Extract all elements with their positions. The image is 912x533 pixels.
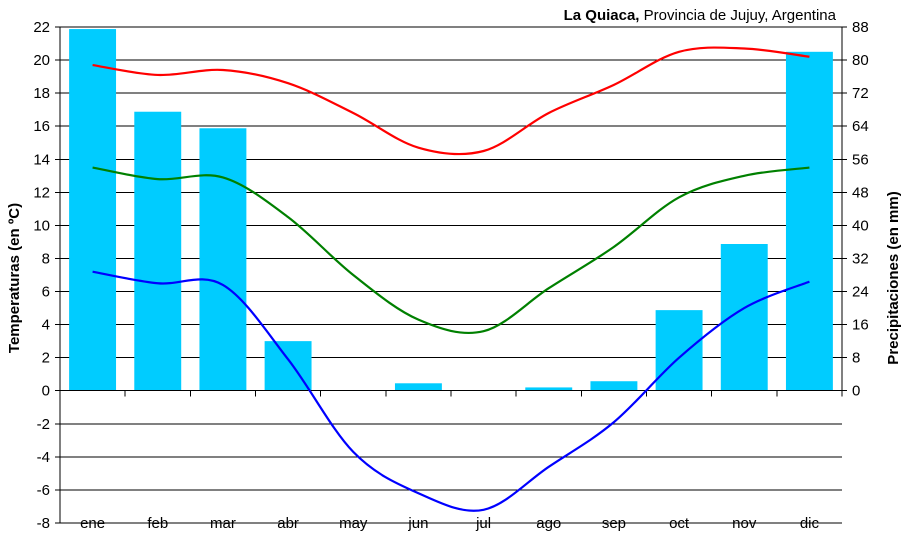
precip-bar-dic bbox=[785, 51, 833, 391]
precip-bar-ene bbox=[69, 29, 117, 391]
tick-labels: 2220181614121086420-2-4-6-88880726456484… bbox=[33, 19, 868, 532]
right-tick-label: 0 bbox=[852, 383, 860, 400]
category-label-feb: feb bbox=[147, 515, 168, 532]
category-label-nov: nov bbox=[732, 515, 757, 532]
precip-bar-jun bbox=[394, 383, 442, 391]
temp-line-min bbox=[92, 270, 810, 512]
category-label-sep: sep bbox=[602, 515, 626, 532]
temperature-lines bbox=[92, 46, 810, 512]
left-tick-label: -4 bbox=[37, 449, 50, 466]
right-tick-label: 56 bbox=[852, 151, 869, 168]
left-axis-title: Temperaturas (en ºC) bbox=[6, 203, 23, 353]
temp-line-max bbox=[92, 46, 810, 156]
left-tick-label: -6 bbox=[37, 482, 50, 499]
right-tick-label: 24 bbox=[852, 284, 869, 301]
left-tick-label: 22 bbox=[33, 19, 50, 36]
category-label-ago: ago bbox=[536, 515, 561, 532]
left-tick-label: 0 bbox=[42, 383, 50, 400]
precip-bar-ago bbox=[525, 387, 573, 391]
right-tick-label: 40 bbox=[852, 217, 869, 234]
left-tick-label: 8 bbox=[42, 250, 50, 267]
right-tick-label: 64 bbox=[852, 118, 869, 135]
right-tick-label: 8 bbox=[852, 350, 860, 367]
right-tick-label: 80 bbox=[852, 52, 869, 69]
right-tick-label: 88 bbox=[852, 19, 869, 36]
precip-bar-oct bbox=[655, 310, 703, 391]
category-label-dic: dic bbox=[800, 515, 820, 532]
left-tick-label: 10 bbox=[33, 217, 50, 234]
left-tick-label: 6 bbox=[42, 284, 50, 301]
right-tick-label: 32 bbox=[852, 250, 869, 267]
right-tick-label: 48 bbox=[852, 184, 869, 201]
category-label-abr: abr bbox=[277, 515, 299, 532]
precip-bar-sep bbox=[590, 381, 638, 391]
precipitation-bars bbox=[69, 29, 833, 391]
left-tick-label: 14 bbox=[33, 151, 50, 168]
right-tick-label: 72 bbox=[852, 85, 869, 102]
chart-title-region: Provincia de Jujuy, Argentina bbox=[639, 7, 836, 24]
temp-line-mean bbox=[92, 166, 810, 335]
category-label-jun: jun bbox=[407, 515, 428, 532]
chart-title-location: La Quiaca, bbox=[564, 7, 640, 24]
left-tick-label: 16 bbox=[33, 118, 50, 135]
left-tick-label: 2 bbox=[42, 350, 50, 367]
left-tick-label: 4 bbox=[42, 317, 50, 334]
category-label-jul: jul bbox=[475, 515, 491, 532]
right-axis-title: Precipitaciones (en mm) bbox=[885, 191, 902, 364]
precip-bar-feb bbox=[134, 111, 182, 391]
left-tick-label: 20 bbox=[33, 52, 50, 69]
axes bbox=[55, 26, 847, 524]
left-tick-label: -8 bbox=[37, 515, 50, 532]
left-tick-label: 18 bbox=[33, 85, 50, 102]
chart-title: La Quiaca, Provincia de Jujuy, Argentina bbox=[564, 7, 837, 24]
category-label-mar: mar bbox=[210, 515, 236, 532]
left-tick-label: -2 bbox=[37, 416, 50, 433]
category-label-may: may bbox=[339, 515, 368, 532]
precip-bar-mar bbox=[199, 128, 247, 391]
right-tick-label: 16 bbox=[852, 317, 869, 334]
left-tick-label: 12 bbox=[33, 184, 50, 201]
category-label-ene: ene bbox=[80, 515, 105, 532]
category-label-oct: oct bbox=[669, 515, 690, 532]
